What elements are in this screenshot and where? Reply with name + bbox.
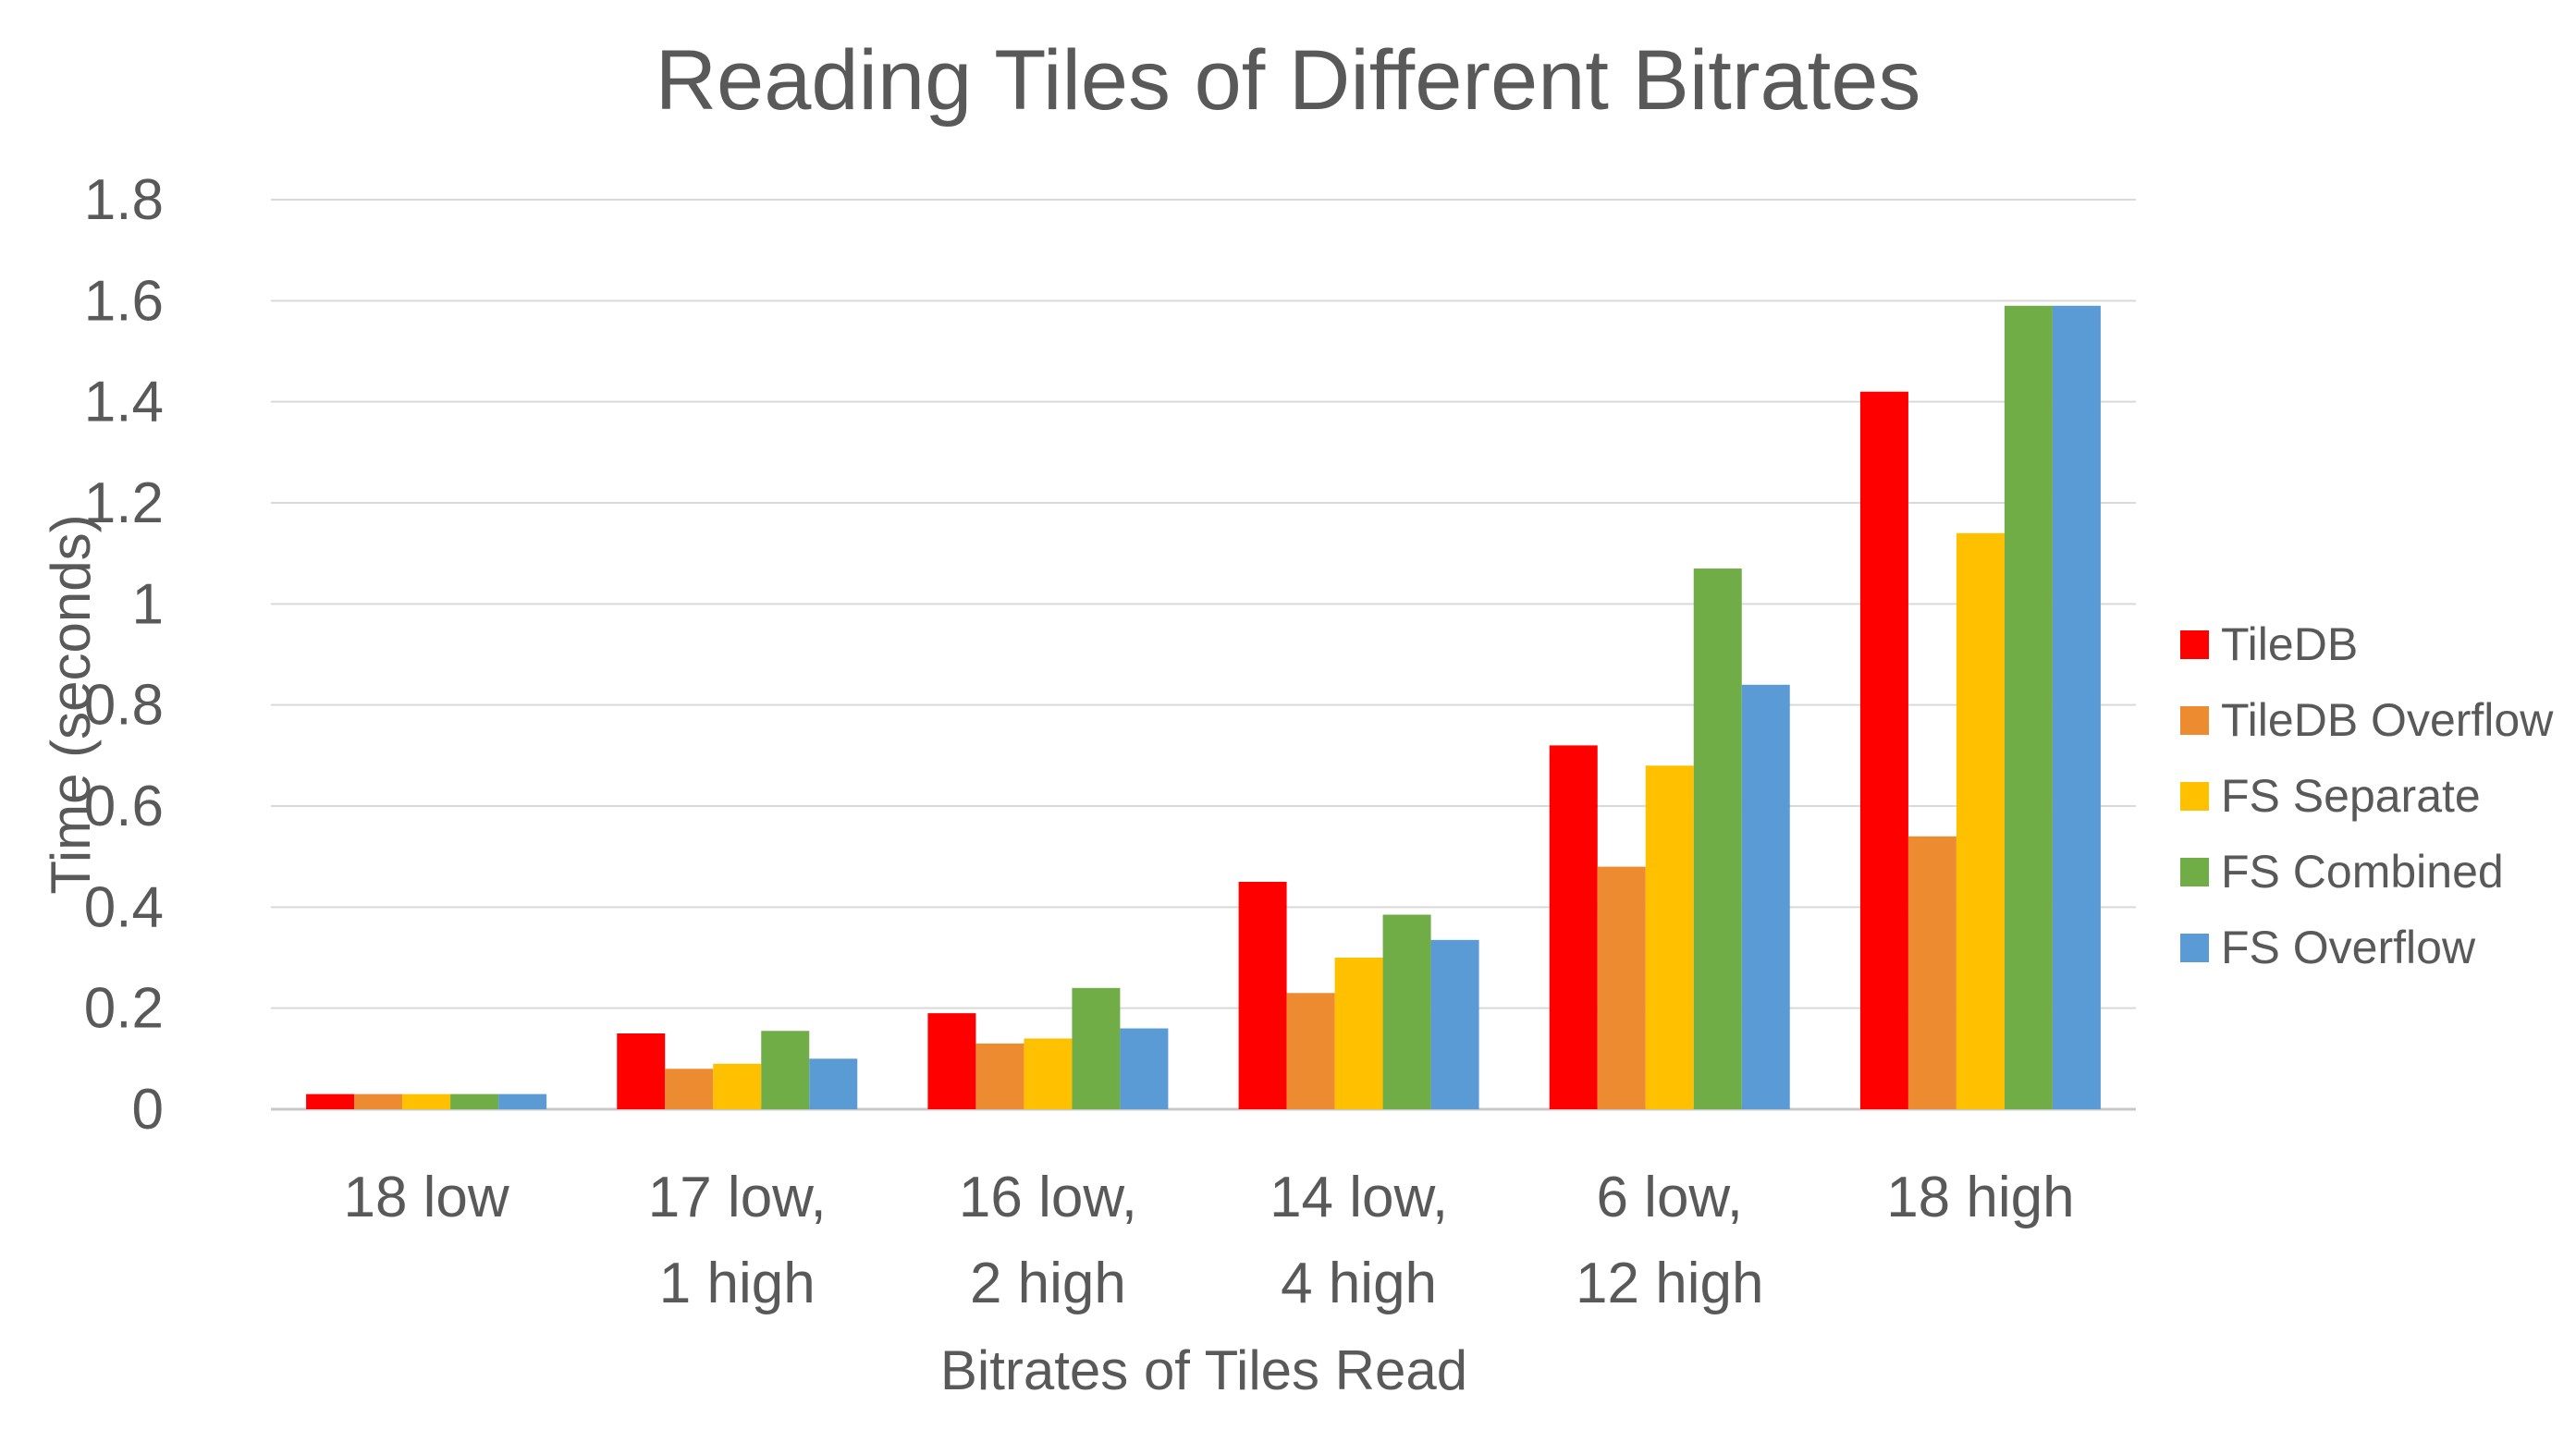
- y-tick-label: 1: [132, 572, 164, 636]
- x-tick-label: 14 low,: [1270, 1166, 1448, 1229]
- bar-fs-overflow: [1120, 1028, 1169, 1109]
- bars: [306, 305, 2101, 1109]
- y-tick-label: 0: [132, 1078, 164, 1142]
- bar-tiledb: [306, 1094, 355, 1109]
- x-tick-label: 6 low,: [1596, 1166, 1743, 1229]
- y-tick-label: 0.6: [84, 775, 164, 838]
- bar-tiledb: [617, 1033, 666, 1109]
- bar-fs-combined: [1072, 987, 1121, 1109]
- legend-swatch: [2180, 934, 2209, 962]
- legend-label: TileDB: [2221, 618, 2358, 670]
- x-tick-label: 17 low,: [648, 1166, 827, 1229]
- x-tick-label: 4 high: [1281, 1252, 1437, 1315]
- bar-fs-separate: [1956, 532, 2005, 1109]
- bar-fs-combined: [2004, 305, 2053, 1109]
- y-tick-label: 1.2: [84, 471, 164, 535]
- y-tick-label: 0.4: [84, 875, 164, 939]
- y-axis-label: Time (seconds): [40, 514, 102, 894]
- y-tick-label: 0.8: [84, 674, 164, 738]
- x-tick-label: 18 low: [343, 1166, 509, 1229]
- bar-fs-combined: [1693, 568, 1742, 1109]
- x-axis-label: Bitrates of Tiles Read: [940, 1339, 1467, 1401]
- bar-fs-overflow: [809, 1058, 858, 1109]
- legend-label: FS Separate: [2221, 770, 2481, 822]
- y-tick-label: 1.4: [84, 371, 164, 434]
- x-tick-label: 16 low,: [959, 1166, 1137, 1229]
- y-axis-ticks: 0 0.2 0.4 0.6 0.8 1 1.2 1.4 1.6 1.8: [84, 168, 164, 1142]
- legend-swatch: [2180, 858, 2209, 886]
- bar-fs-separate: [1024, 1038, 1073, 1109]
- bar-tiledb: [1549, 745, 1598, 1109]
- legend-swatch: [2180, 706, 2209, 735]
- legend-label: FS Combined: [2221, 846, 2504, 898]
- bar-tiledb-overflow: [354, 1094, 403, 1109]
- bar-fs-combined: [761, 1031, 810, 1109]
- bar-fs-separate: [1334, 958, 1383, 1109]
- bar-tiledb-overflow: [1597, 866, 1646, 1109]
- bar-fs-separate: [1645, 765, 1694, 1109]
- bar-tiledb-overflow: [665, 1069, 714, 1109]
- legend-swatch: [2180, 782, 2209, 811]
- bar-fs-overflow: [498, 1094, 547, 1109]
- chart-title: Reading Tiles of Different Bitrates: [656, 33, 1921, 128]
- legend-label: FS Overflow: [2221, 922, 2476, 973]
- gridlines: [271, 199, 2136, 1111]
- x-tick-label: 1 high: [659, 1252, 816, 1315]
- bar-fs-combined: [450, 1094, 499, 1109]
- legend: TileDB TileDB Overflow FS Separate FS Combi…: [2180, 618, 2554, 973]
- bar-tiledb: [1238, 882, 1287, 1109]
- bar-fs-separate: [402, 1094, 451, 1109]
- x-tick-label: 2 high: [970, 1252, 1126, 1315]
- bar-fs-overflow: [2052, 305, 2101, 1109]
- x-tick-label: 18 high: [1886, 1166, 2074, 1229]
- y-tick-label: 1.8: [84, 168, 164, 232]
- bar-fs-combined: [1382, 914, 1431, 1109]
- bar-tiledb: [1859, 391, 1908, 1109]
- bar-fs-separate: [713, 1063, 762, 1109]
- y-tick-label: 0.2: [84, 977, 164, 1041]
- y-tick-label: 1.6: [84, 269, 164, 333]
- x-tick-label: 12 high: [1576, 1252, 1763, 1315]
- bar-tiledb: [927, 1013, 976, 1109]
- bar-tiledb-overflow: [1907, 836, 1957, 1109]
- legend-label: TileDB Overflow: [2221, 694, 2554, 746]
- legend-swatch: [2180, 630, 2209, 659]
- x-axis-ticks: 18 low 17 low, 1 high 16 low, 2 high 14 low, 4…: [343, 1166, 2074, 1315]
- bar-tiledb-overflow: [1286, 993, 1335, 1109]
- bar-fs-overflow: [1430, 939, 1479, 1109]
- bar-fs-overflow: [1741, 684, 1790, 1109]
- bar-tiledb-overflow: [975, 1043, 1024, 1109]
